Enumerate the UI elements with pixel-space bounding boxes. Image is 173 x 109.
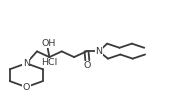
Text: OH: OH	[41, 39, 56, 48]
Text: O: O	[84, 61, 91, 70]
Text: HCl: HCl	[41, 58, 57, 67]
Text: O: O	[23, 83, 30, 92]
Text: N: N	[23, 59, 30, 68]
Text: N: N	[95, 47, 102, 56]
